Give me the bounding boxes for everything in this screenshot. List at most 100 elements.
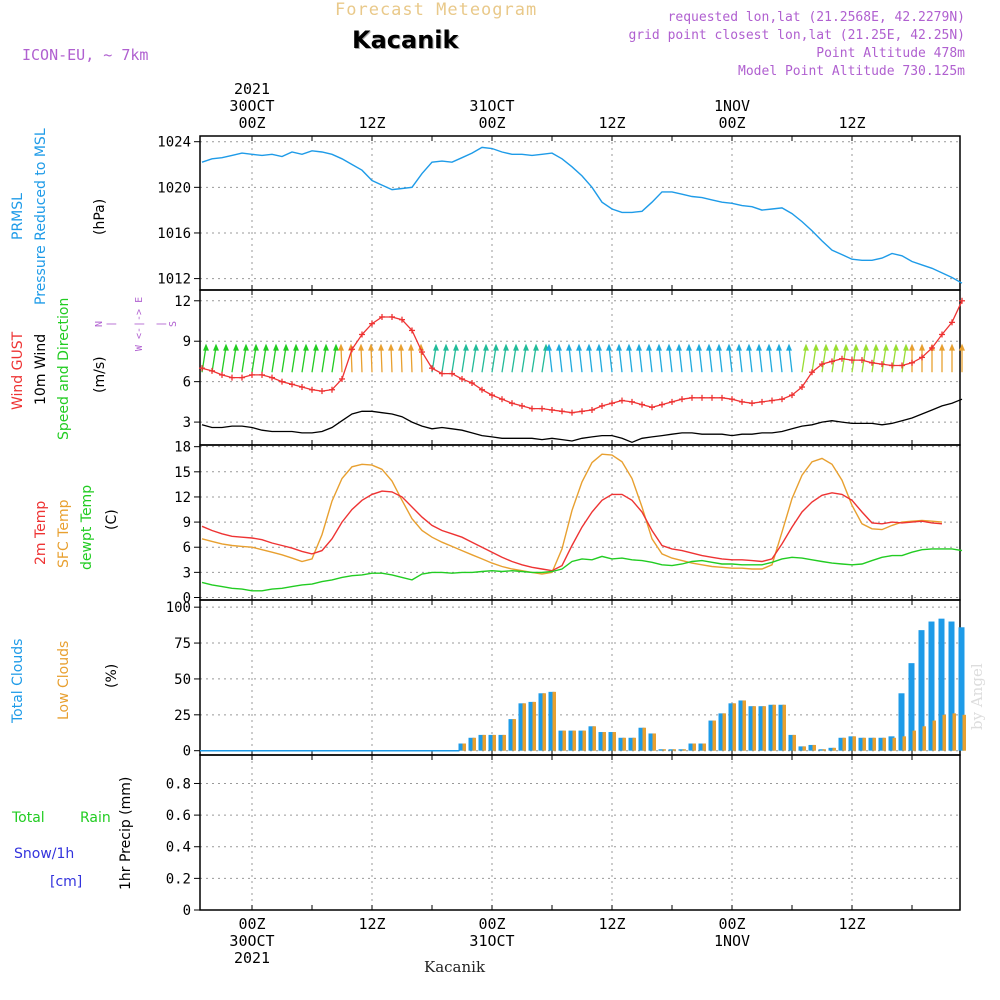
- wind-arrow-head: [473, 343, 479, 351]
- wind-arrow-head: [696, 343, 702, 351]
- time-label-top: 30OCT: [229, 97, 274, 115]
- low-cloud-bar: [602, 732, 606, 751]
- wind-arrow-head: [513, 343, 519, 351]
- total-cloud-bar: [718, 713, 725, 751]
- wind-arrow-head: [273, 343, 279, 351]
- info-grid-point: grid point closest lon,lat (21.25E, 42.2…: [628, 28, 965, 43]
- info-point-altitude: Point Altitude 478m: [816, 46, 965, 61]
- time-label-bottom: 2021: [234, 949, 270, 967]
- wind-arrow: [231, 346, 237, 373]
- total-cloud-bar: [608, 732, 615, 751]
- total-cloud-bar: [478, 734, 485, 751]
- total-cloud-bar: [748, 706, 755, 751]
- low-cloud-bar: [562, 730, 566, 751]
- wind-arrow-head: [726, 343, 732, 351]
- y-tick-label: 25: [174, 708, 191, 724]
- wind-arrow-head: [418, 343, 424, 351]
- low-cloud-bar: [912, 730, 916, 751]
- low-cloud-bar: [922, 726, 926, 751]
- wind-arrow: [370, 346, 373, 373]
- y-tick-label: 12: [174, 490, 191, 506]
- low-cloud-bar: [742, 700, 746, 751]
- low-cloud-bar: [542, 693, 546, 751]
- total-cloud-bar: [518, 703, 525, 751]
- time-label-top: 1NOV: [714, 97, 750, 115]
- wind-arrow-head: [716, 343, 722, 351]
- wind-arrow-head: [388, 343, 394, 351]
- wind-arrow-head: [756, 343, 762, 351]
- low-cloud-bar: [652, 733, 656, 751]
- wind-arrow-head: [556, 343, 562, 351]
- low-cloud-bar: [582, 730, 586, 751]
- wind-arrow: [221, 346, 227, 373]
- total-cloud-bar: [798, 746, 805, 751]
- t2m-line: [201, 490, 943, 572]
- time-label-bottom: 12Z: [358, 915, 385, 933]
- low-cloud-bar: [702, 743, 706, 751]
- gust-markers: [199, 297, 965, 416]
- y-tick-label: 15: [174, 465, 191, 481]
- wind-arrow: [471, 346, 477, 373]
- wind-arrow-head: [853, 343, 859, 351]
- low-cloud-bar: [892, 737, 896, 751]
- total-cloud-bar: [468, 737, 475, 751]
- total-cloud-bar: [728, 703, 735, 751]
- wind-arrow-head: [303, 343, 309, 351]
- wind-arrow-head: [283, 343, 289, 351]
- wind-arrow: [380, 346, 383, 373]
- total-cloud-bar: [898, 693, 905, 751]
- low-cloud-bar: [722, 713, 726, 751]
- y-tick-label: 0: [183, 903, 191, 919]
- wind-arrow: [708, 346, 713, 373]
- wind-arrow: [891, 346, 897, 373]
- wind-arrow-head: [939, 343, 945, 351]
- total-cloud-bar: [668, 749, 675, 751]
- panel-precip: 0 0.2 0.4 0.6 0.8: [166, 754, 961, 919]
- wind-arrow: [390, 346, 393, 373]
- wind-arrow-head: [338, 343, 344, 351]
- wind-arrow-head: [606, 343, 612, 351]
- wind-arrow: [811, 346, 817, 373]
- wind-arrow: [678, 346, 683, 373]
- total-cloud-bar: [808, 744, 815, 751]
- total-cloud-bar: [698, 743, 705, 751]
- wind-arrow-head: [358, 343, 364, 351]
- wind-arrow: [598, 346, 603, 373]
- low-cloud-bar: [492, 734, 496, 751]
- wind-arrow-head: [746, 343, 752, 351]
- wind-arrow: [291, 346, 297, 373]
- y-tick-label: 6: [183, 540, 191, 556]
- wind-arrow-head: [243, 343, 249, 351]
- wind-arrow-head: [873, 343, 879, 351]
- wind-arrow-head: [253, 343, 259, 351]
- low-cloud-bar: [632, 737, 636, 751]
- wind-arrow-head: [223, 343, 229, 351]
- panel-frame: [199, 754, 961, 911]
- total-cloud-bar: [788, 734, 795, 751]
- wind-arrow-head: [398, 343, 404, 351]
- total-cloud-bar: [658, 749, 665, 751]
- dewpt-line: [201, 548, 963, 592]
- wind-arrow: [658, 346, 663, 373]
- time-label-top: 00Z: [718, 114, 745, 132]
- total-cloud-bar: [818, 749, 825, 751]
- time-label-top: 00Z: [238, 114, 265, 132]
- wind-arrow-head: [483, 343, 489, 351]
- wind-arrow: [578, 346, 583, 373]
- wind-arrow: [861, 346, 867, 373]
- wind-arrow-head: [433, 343, 439, 351]
- total-cloud-bar: [638, 727, 645, 751]
- chart-top-title: Forecast Meteogram: [335, 0, 538, 20]
- wind-arrow-head: [949, 343, 955, 351]
- low-cloud-bar: [712, 720, 716, 751]
- wind-arrow-head: [833, 343, 839, 351]
- low-cloud-bar: [512, 719, 516, 751]
- y-tick-label: 6: [183, 375, 191, 391]
- wind-arrow: [748, 346, 753, 373]
- total-cloud-bar: [858, 737, 865, 751]
- wind-arrow: [881, 346, 887, 373]
- wind-arrow: [778, 346, 783, 373]
- wind-arrow-head: [203, 343, 209, 351]
- info-model-altitude: Model Point Altitude 730.125m: [738, 64, 965, 79]
- wind-arrow: [241, 346, 247, 373]
